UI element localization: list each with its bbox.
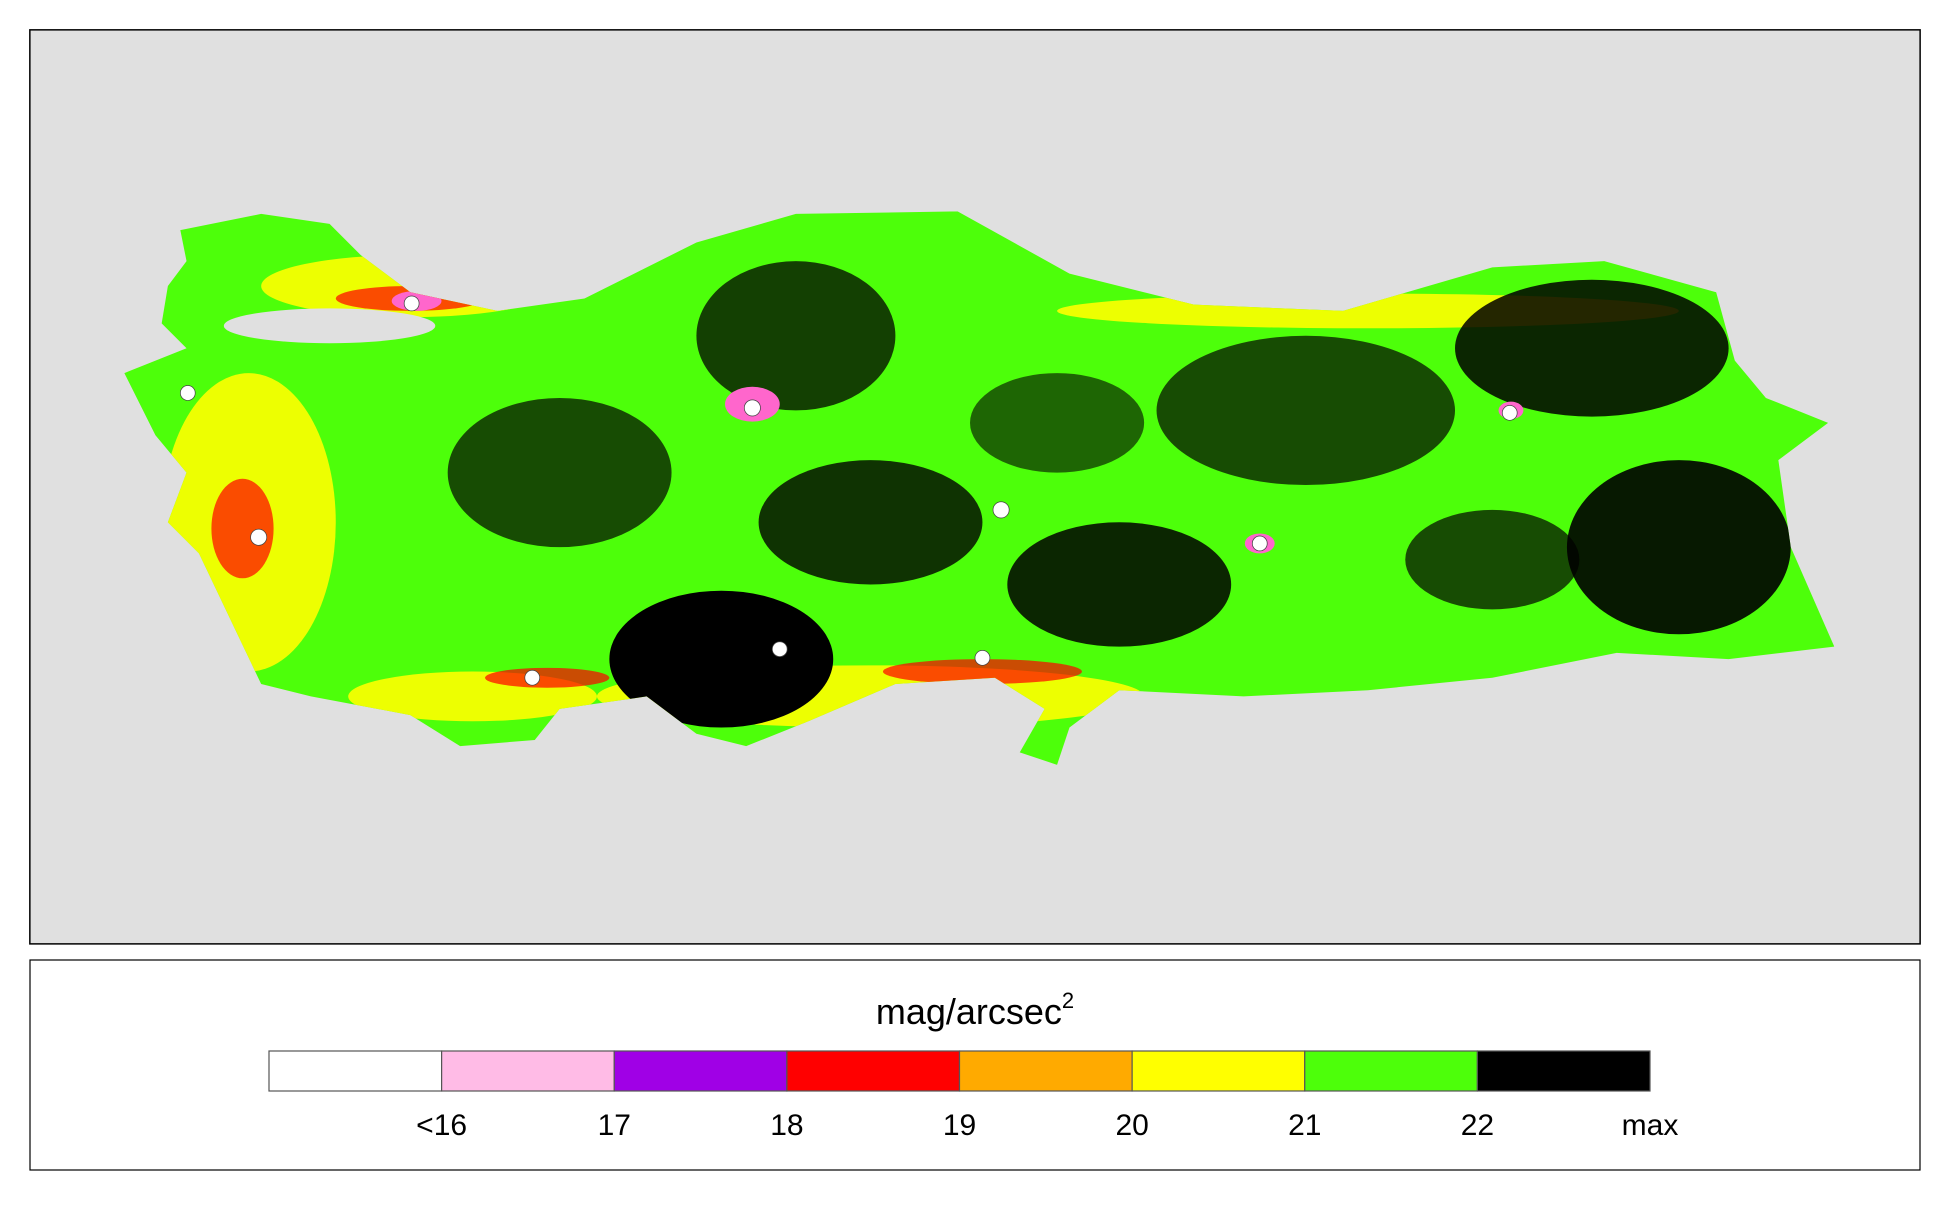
- legend-swatch: [1131, 1050, 1306, 1092]
- legend-swatch: [268, 1050, 443, 1092]
- city-dot: [250, 528, 268, 546]
- city-dot: [524, 669, 541, 686]
- color-bar: <16 17 18 19 20 21 22 max: [268, 1050, 1679, 1142]
- legend-label: 17: [598, 1109, 631, 1142]
- legend-swatch: [786, 1050, 961, 1092]
- city-dot: [771, 641, 788, 657]
- legend-swatch: [441, 1050, 615, 1092]
- legend-label: 21: [1288, 1109, 1321, 1142]
- legend-swatch: [1304, 1050, 1478, 1092]
- legend-title: mag/arcsec2: [876, 988, 1074, 1032]
- legend-label: 20: [1115, 1109, 1148, 1142]
- sea-of-marmara: [223, 308, 436, 344]
- legend-title-sup: 2: [1062, 988, 1074, 1013]
- city-dot: [974, 650, 991, 666]
- dark-areas: [447, 261, 1791, 728]
- city-dot: [403, 295, 420, 312]
- legend-label: 18: [770, 1109, 803, 1142]
- legend-swatch: [613, 1050, 788, 1092]
- legend-label: 22: [1461, 1109, 1494, 1142]
- city-dot: [1501, 405, 1518, 421]
- cities: [179, 295, 1518, 686]
- legend-label: 19: [943, 1109, 976, 1142]
- legend-title-text: mag/arcsec: [876, 991, 1062, 1032]
- city-dot: [743, 399, 761, 417]
- legend-label: max: [1622, 1109, 1679, 1142]
- legend-label: <16: [416, 1109, 467, 1142]
- city-dot: [992, 501, 1010, 519]
- legend-swatch: [1476, 1050, 1651, 1092]
- city-dot: [179, 385, 196, 401]
- city-dot: [1251, 535, 1268, 552]
- legend-swatch: [958, 1050, 1133, 1092]
- map-panel: [29, 29, 1921, 945]
